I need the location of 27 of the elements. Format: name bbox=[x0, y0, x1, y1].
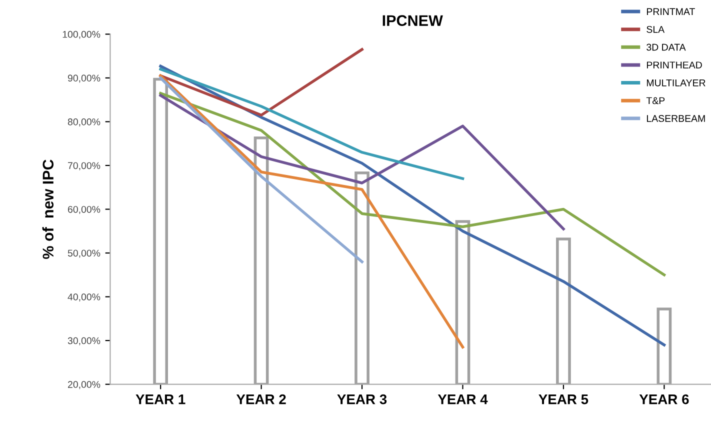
legend-label: PRINTHEAD bbox=[646, 62, 702, 68]
x-tick-label: YEAR 2 bbox=[236, 394, 286, 404]
y-axis-title: % of new IPC bbox=[42, 160, 54, 259]
y-tick-label: 60,00% bbox=[68, 206, 100, 214]
x-tick-label: YEAR 6 bbox=[639, 394, 689, 404]
chart-title: IPCNEW bbox=[382, 15, 443, 26]
x-tick-label: YEAR 4 bbox=[438, 394, 488, 404]
y-tick-label: 80,00% bbox=[68, 118, 100, 126]
legend-label: T&P bbox=[646, 97, 665, 104]
y-tick-label: 50,00% bbox=[68, 250, 100, 258]
y-tick-label: 100,00% bbox=[62, 30, 100, 39]
legend-label: LASERBEAM bbox=[646, 115, 705, 122]
y-tick-label: 20,00% bbox=[68, 381, 100, 390]
x-tick-label: YEAR 5 bbox=[538, 394, 588, 404]
line-series bbox=[159, 74, 464, 348]
y-tick-label: 40,00% bbox=[68, 294, 100, 302]
legend-label: 3D DATA bbox=[646, 44, 686, 51]
y-tick-label: 70,00% bbox=[68, 162, 100, 170]
y-tick-label: 90,00% bbox=[68, 74, 100, 83]
legend-label: SLA bbox=[646, 26, 665, 33]
line-series bbox=[159, 68, 464, 180]
x-tick-label: YEAR 1 bbox=[136, 394, 186, 404]
legend-label: MULTILAYER bbox=[646, 80, 706, 86]
x-tick-label: YEAR 3 bbox=[337, 394, 387, 404]
line-series bbox=[159, 94, 565, 230]
y-tick-label: 30,00% bbox=[68, 337, 100, 346]
legend-label: PRINTMAT bbox=[646, 8, 695, 15]
